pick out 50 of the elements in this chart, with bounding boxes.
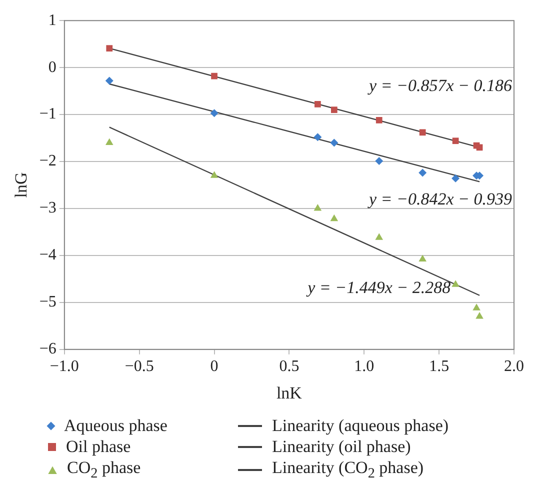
point	[375, 157, 384, 166]
point	[314, 204, 322, 211]
point	[314, 101, 321, 108]
point	[106, 45, 113, 52]
point	[476, 312, 484, 319]
legend-label: Linearity (CO$_{2}$ phase)	[272, 458, 424, 482]
y-axis-title: lnG	[12, 172, 31, 198]
x-tick-label: 2.0	[504, 358, 524, 376]
x-tick-label: 0	[210, 358, 218, 376]
legend-label: CO$_{2}$ phase	[67, 458, 141, 482]
point	[210, 171, 218, 178]
point	[418, 168, 427, 177]
point	[211, 72, 218, 80]
x-tick-label: −1.0	[50, 358, 79, 376]
y-tick-label: 0	[48, 58, 56, 76]
x-tick-label: 1.0	[354, 358, 374, 376]
y-tick-label: −1	[39, 106, 56, 123]
point	[376, 117, 382, 124]
point	[418, 254, 426, 262]
point	[452, 138, 459, 144]
y-tick-label: −5	[39, 294, 56, 311]
x-tick-label: 0.5	[279, 358, 300, 376]
y-tick-label: −3	[39, 200, 56, 217]
point	[452, 174, 460, 182]
point	[476, 144, 483, 151]
point	[452, 280, 460, 287]
annotation: y = −0.842x − 0.939	[366, 189, 512, 208]
annotation: y = −0.857x − 0.186	[366, 76, 512, 95]
legend-label: Linearity (aqueous phase)	[272, 416, 449, 436]
point	[330, 138, 338, 147]
point	[472, 304, 480, 310]
y-tick-label: −6	[39, 340, 56, 358]
point	[105, 76, 114, 85]
point	[330, 214, 338, 222]
y-tick-label: 1	[48, 12, 56, 29]
point	[330, 106, 338, 114]
point	[314, 133, 322, 142]
annotation: y = −1.449x − 2.288	[306, 278, 452, 298]
point	[210, 109, 218, 118]
x-tick-label: −0.5	[124, 358, 154, 376]
legend-label: Oil phase	[66, 437, 131, 457]
point	[375, 233, 384, 240]
point	[105, 138, 114, 145]
legend-label: Linearity (oil phase)	[272, 437, 411, 457]
point	[419, 129, 426, 136]
y-tick-label: −4	[39, 246, 56, 264]
x-tick-label: 1.5	[429, 358, 450, 376]
y-tick-label: −2	[39, 152, 56, 170]
legend-label: Aqueous phase	[64, 416, 168, 436]
x-axis-title: lnK	[276, 383, 303, 402]
